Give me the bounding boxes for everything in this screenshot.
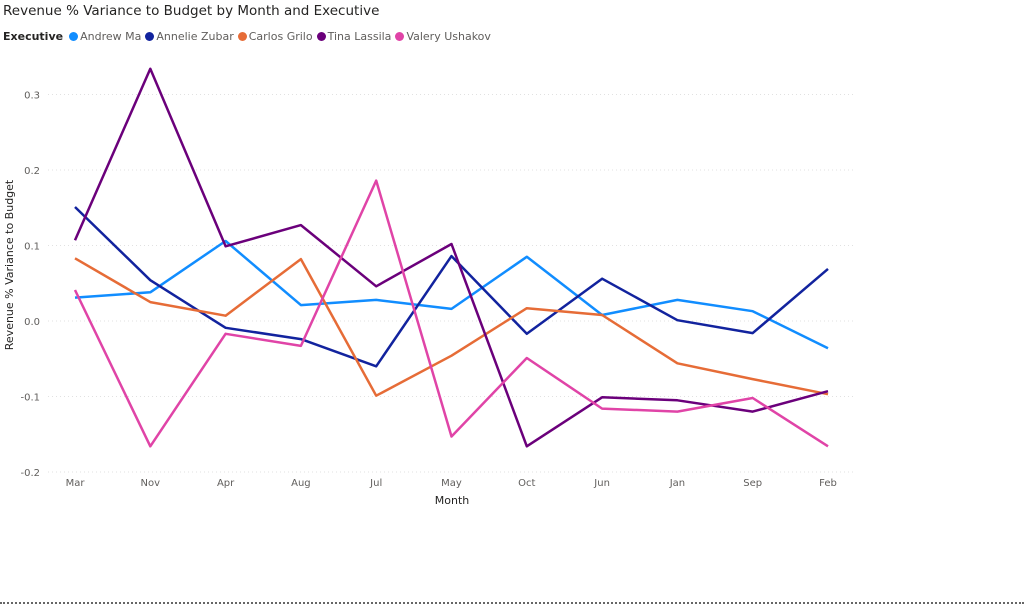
legend-label: Carlos Grilo (248, 30, 313, 43)
series-line-valery-ushakov[interactable] (73, 179, 829, 448)
x-tick-label: Sep (743, 478, 762, 489)
y-tick-label: 0.0 (24, 317, 40, 328)
x-tick-label: Jun (593, 478, 610, 489)
legend-marker-icon (395, 32, 405, 41)
series-line-annelie-zubar[interactable] (74, 206, 829, 368)
legend-marker-icon (316, 32, 326, 41)
legend-marker-icon (145, 32, 155, 41)
legend-marker-icon (69, 32, 79, 41)
y-tick-label: 0.3 (24, 91, 40, 102)
series-line-andrew-ma[interactable] (74, 239, 829, 350)
x-tick-label: Jan (669, 478, 685, 489)
x-tick-label: Jul (369, 478, 382, 489)
chart-title: Revenue % Variance to Budget by Month an… (3, 3, 380, 19)
y-axis-title: Revenue % Variance to Budget (3, 179, 16, 350)
legend-item[interactable]: Tina Lassila (316, 30, 392, 43)
legend-item[interactable]: Annelie Zubar (145, 30, 234, 43)
legend: Executive Andrew Ma Annelie Zubar Carlos G… (3, 30, 495, 43)
legend-item[interactable]: Andrew Ma (69, 30, 141, 43)
x-tick-label: May (441, 478, 462, 489)
legend-label: Andrew Ma (80, 30, 142, 43)
y-tick-label: -0.2 (20, 468, 40, 479)
y-tick-label: 0.1 (24, 242, 40, 253)
legend-label: Tina Lassila (327, 30, 392, 43)
x-tick-label: Mar (66, 478, 86, 489)
x-tick-label: Apr (217, 478, 235, 489)
y-tick-label: -0.1 (20, 393, 40, 404)
legend-label: Annelie Zubar (156, 30, 234, 43)
x-tick-label: Aug (291, 478, 311, 489)
y-tick-label: 0.2 (24, 166, 40, 177)
legend-label: Valery Ushakov (406, 30, 491, 43)
legend-item[interactable]: Carlos Grilo (237, 30, 313, 43)
series-line-carlos-grilo[interactable] (74, 257, 829, 397)
legend-marker-icon (237, 32, 247, 41)
x-tick-label: Nov (141, 478, 161, 489)
x-axis-title: Month (435, 494, 470, 507)
series-line-tina-lassila[interactable] (73, 67, 829, 448)
divider (0, 602, 1024, 604)
legend-item[interactable]: Valery Ushakov (395, 30, 491, 43)
x-tick-label: Oct (518, 478, 535, 489)
legend-title: Executive (3, 30, 64, 43)
x-tick-label: Feb (819, 478, 837, 489)
